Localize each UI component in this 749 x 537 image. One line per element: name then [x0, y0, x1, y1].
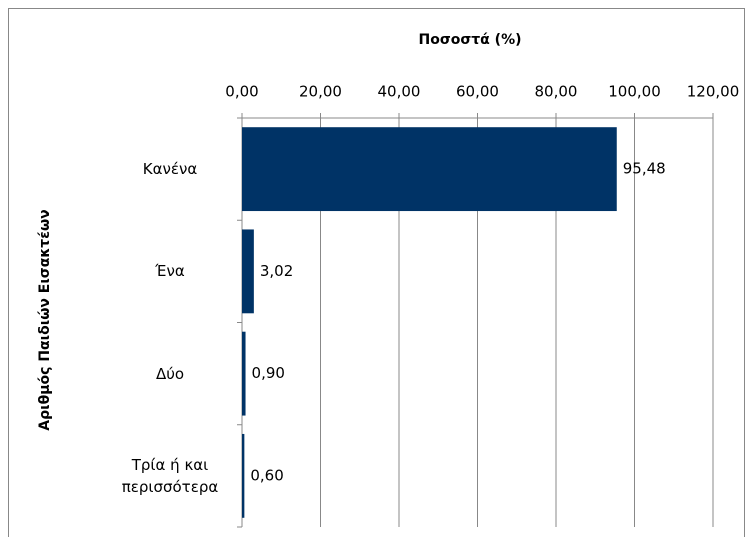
bar [242, 127, 617, 212]
y-tick-label: Ένα [155, 262, 185, 281]
y-tick-label: Δύο [155, 364, 185, 383]
bar [242, 433, 245, 518]
data-label: 0,60 [250, 466, 283, 484]
x-tick-label: 100,00 [608, 83, 661, 101]
chart-border [8, 8, 745, 537]
y-tick-label: Κανένα [142, 160, 198, 179]
data-label: 95,48 [623, 160, 666, 178]
data-label: 3,02 [260, 262, 293, 280]
chart-title: Ποσοστά (%) [418, 32, 521, 48]
y-axis-label: Αριθμός Παιδιών Εισακτέων [37, 209, 53, 430]
bar [242, 331, 246, 416]
x-tick-label: 40,00 [378, 83, 421, 101]
x-tick-label: 60,00 [456, 83, 499, 101]
x-tick-label: 120,00 [687, 83, 740, 101]
y-tick-label: Τρία ή και περισσότερα [121, 455, 219, 496]
x-tick-label: 0,00 [225, 83, 258, 101]
bar [242, 229, 254, 314]
x-tick-label: 20,00 [299, 83, 342, 101]
x-tick-label: 80,00 [535, 83, 578, 101]
data-label: 0,90 [252, 364, 285, 382]
